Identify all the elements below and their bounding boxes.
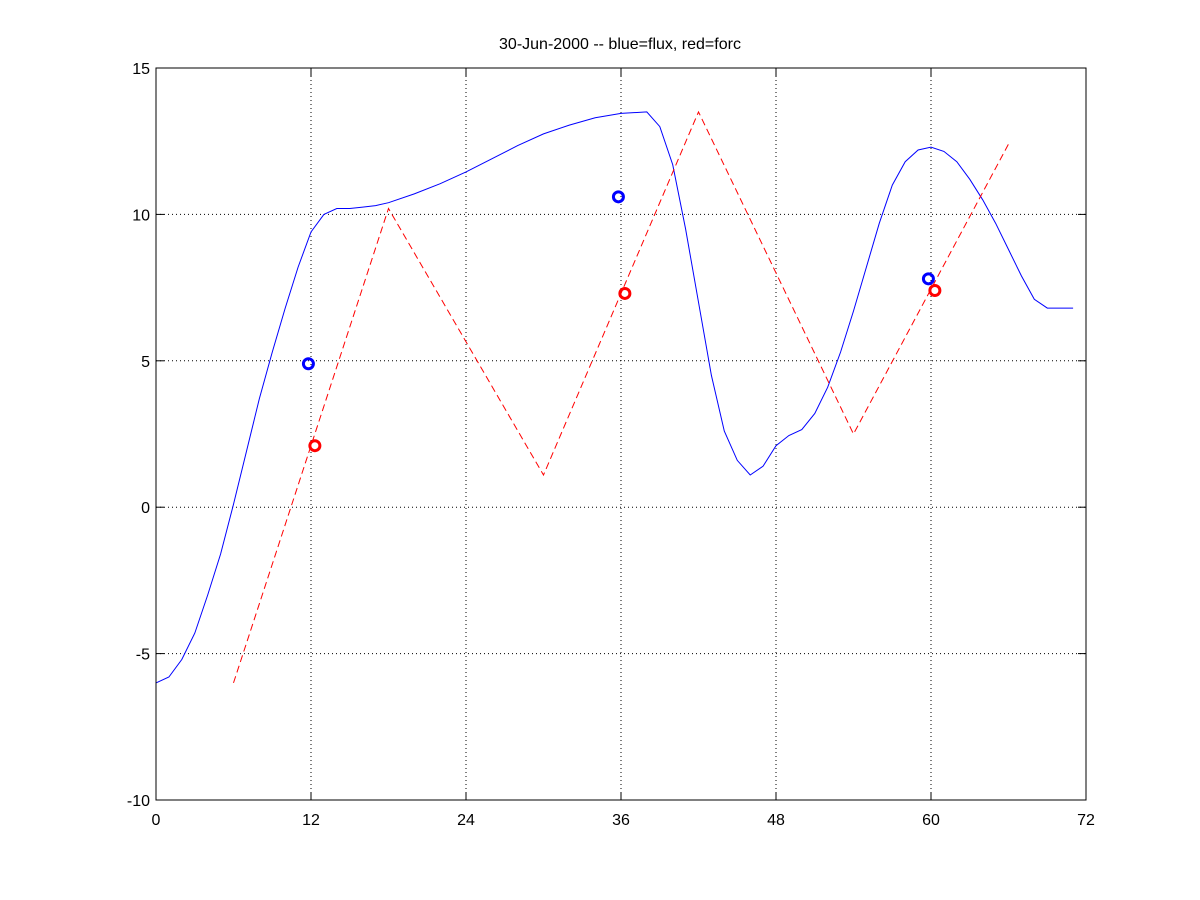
series-2-marker: [618, 286, 632, 300]
x-tick-label: 12: [302, 812, 320, 829]
x-tick-label: 0: [152, 812, 161, 829]
ticks: [155, 67, 1087, 801]
series-2-marker: [308, 439, 322, 453]
x-tick-label: 36: [612, 812, 630, 829]
series-1-marker: [921, 272, 935, 286]
grid: [156, 68, 1086, 800]
x-tick-label: 48: [767, 812, 785, 829]
series-2-marker: [928, 284, 942, 298]
series-1-marker: [301, 357, 315, 371]
y-tick-label: -10: [127, 793, 150, 810]
chart-title: 30-Jun-2000 -- blue=flux, red=forc: [499, 36, 741, 53]
x-tick-label: 72: [1077, 812, 1095, 829]
plot-area: [156, 68, 1086, 800]
marker-layer: [301, 190, 942, 453]
y-tick-label: -5: [136, 647, 150, 664]
y-tick-label: 0: [141, 500, 150, 517]
solid-series-line: [155, 111, 1074, 684]
y-tick-label: 10: [132, 207, 150, 224]
tick-labels: 0 12 24 36 48 60 72 -10 -5 0 5 10 15: [127, 61, 1095, 829]
series-1-marker: [611, 190, 625, 204]
x-tick-label: 60: [922, 812, 940, 829]
y-tick-label: 15: [132, 61, 150, 78]
x-tick-label: 24: [457, 812, 475, 829]
y-tick-label: 5: [141, 354, 150, 371]
